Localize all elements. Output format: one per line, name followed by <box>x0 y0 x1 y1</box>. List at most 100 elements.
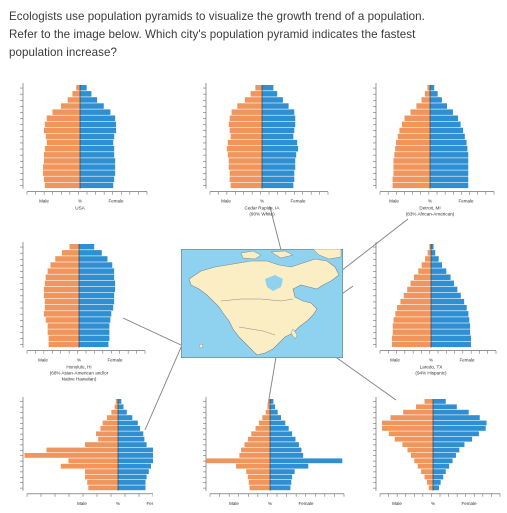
male-bar <box>392 182 430 189</box>
female-bar <box>431 305 467 311</box>
female-bar <box>79 286 116 293</box>
male-bar <box>43 158 80 164</box>
male-bar <box>262 415 270 420</box>
female-bar <box>431 335 471 341</box>
male-bar <box>100 426 118 431</box>
female-bar <box>262 158 296 164</box>
male-bar <box>67 97 80 103</box>
female-bar <box>270 404 276 410</box>
male-bar <box>87 480 118 485</box>
male-bar <box>428 485 433 491</box>
pyramid-caption: (83% African-American) <box>406 212 455 217</box>
male-bar <box>115 399 118 404</box>
male-bar <box>85 469 118 474</box>
female-bar <box>118 436 145 442</box>
female-bar <box>430 127 464 134</box>
male-bar <box>397 305 431 311</box>
male-bar <box>424 399 433 404</box>
female-bar <box>79 250 102 256</box>
female-bar <box>433 485 439 491</box>
female-bar <box>270 436 296 442</box>
female-bar <box>118 474 147 480</box>
female-bar <box>262 139 298 146</box>
female-bar <box>262 152 297 158</box>
female-bar <box>80 133 115 140</box>
question-line-3: population increase? <box>9 46 117 59</box>
female-bar <box>262 103 289 109</box>
male-bar <box>424 474 433 480</box>
female-bar <box>262 115 296 121</box>
male-bar <box>47 268 79 274</box>
male-bar <box>393 164 430 170</box>
male-label: Male <box>229 501 239 506</box>
male-bar <box>247 436 270 442</box>
male-bar <box>24 453 118 458</box>
male-bar <box>429 244 431 250</box>
female-bar <box>430 139 467 146</box>
female-bar <box>118 463 151 469</box>
female-bar <box>262 127 295 134</box>
male-bar <box>227 139 262 146</box>
female-bar <box>431 323 471 329</box>
pyramid-honolulu: Male% Female Honolulu, HI(68% Asian-Americ… <box>20 242 146 382</box>
female-bar <box>118 469 149 474</box>
female-bar <box>270 415 282 420</box>
female-bar <box>118 485 146 491</box>
female-bar <box>79 280 116 287</box>
male-bar <box>111 409 118 415</box>
female-bar <box>79 341 109 348</box>
female-bar <box>262 85 274 91</box>
female-bar <box>262 182 294 189</box>
female-bar <box>80 182 114 189</box>
female-bar <box>118 409 127 415</box>
female-bar <box>79 335 110 341</box>
female-label: Female <box>298 501 314 506</box>
pyramid-caption: Native Hawaiian) <box>62 377 97 382</box>
female-label: Female <box>458 199 474 204</box>
male-bar <box>410 280 431 287</box>
female-bar <box>431 341 471 348</box>
question-text: Ecologists use population pyramids to vi… <box>9 8 499 62</box>
male-bar <box>228 121 262 128</box>
female-bar <box>431 298 465 305</box>
male-label: Male <box>392 501 402 506</box>
percent-label: % <box>77 358 81 363</box>
female-bar <box>270 469 295 474</box>
female-bar <box>79 311 112 317</box>
female-bar <box>262 133 294 140</box>
male-bar <box>72 91 80 97</box>
female-bar <box>433 420 487 426</box>
male-bar <box>394 436 433 442</box>
female-bar <box>262 97 283 103</box>
female-bar <box>262 91 278 97</box>
map-hudson-bay <box>265 275 283 291</box>
female-bar <box>270 474 293 480</box>
female-bar <box>80 103 104 109</box>
percent-label: % <box>78 199 82 204</box>
female-bar <box>79 317 111 323</box>
female-bar <box>79 256 108 262</box>
female-bar <box>118 426 140 431</box>
male-bar <box>43 292 79 299</box>
male-bar <box>107 415 118 420</box>
male-label: Male <box>77 501 87 506</box>
male-bar <box>402 442 433 447</box>
map-arctic-island-2 <box>270 250 294 259</box>
question-line-1: Ecologists use population pyramids to vi… <box>9 10 425 23</box>
female-bar <box>430 164 469 170</box>
male-bar <box>246 469 270 474</box>
female-bar <box>430 152 469 158</box>
female-bar <box>118 442 147 447</box>
female-bar <box>430 109 453 115</box>
female-bar <box>430 182 469 189</box>
female-bar <box>118 415 133 420</box>
male-bar <box>393 317 431 323</box>
pyramid-bottom-middle: Male% Female <box>203 397 345 506</box>
female-bar <box>270 447 302 453</box>
male-bar <box>43 127 80 134</box>
female-bar <box>118 480 146 485</box>
pyramid-caption: Cedar Rapids, IA <box>245 206 281 211</box>
male-bar <box>60 463 118 469</box>
male-bar <box>98 436 118 442</box>
male-bar <box>421 97 430 103</box>
